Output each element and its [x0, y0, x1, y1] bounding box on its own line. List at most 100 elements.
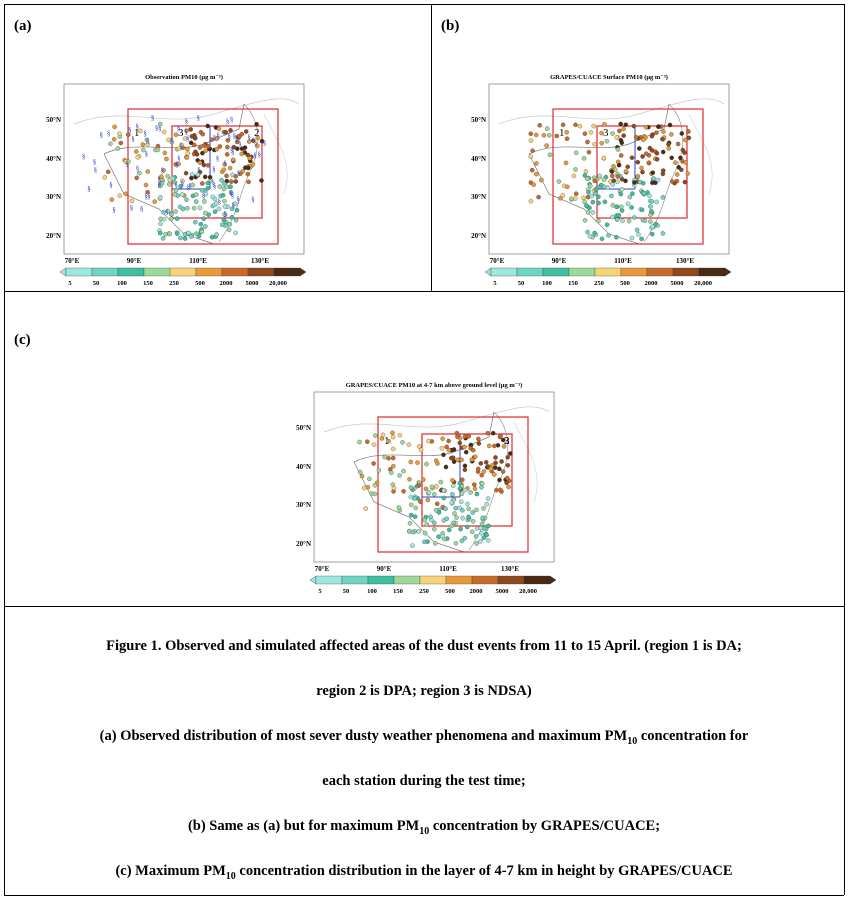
station-dot: [596, 218, 601, 224]
station-dot: [191, 205, 197, 211]
station-dot: [460, 508, 465, 513]
station-dot: [105, 169, 111, 175]
station-dot: [203, 148, 208, 153]
panel-a-map: Observation PM10 (μg m⁻³) 50°N 40°N 30°N 20°…: [34, 68, 334, 292]
station-dot: [205, 123, 210, 129]
station-dot: [617, 128, 622, 134]
colorbar-segment: [568, 267, 596, 277]
station-dot: [587, 205, 592, 211]
station-dot: [450, 478, 455, 483]
station-dot: [596, 194, 601, 200]
colorbar-label: 250: [169, 280, 179, 287]
panel-a-label: (a): [14, 18, 32, 34]
station-dot: [469, 457, 475, 462]
station-dot: [530, 148, 535, 153]
colorbar-segment: [247, 267, 275, 277]
station-dot: [470, 519, 476, 524]
station-dot: [362, 485, 367, 491]
station-dot: [586, 189, 591, 195]
station-dot: [413, 505, 419, 511]
station-dot: [225, 144, 230, 150]
station-dot: [373, 433, 378, 438]
dust-weather-symbol: §: [258, 151, 262, 159]
station-dot: [685, 171, 690, 176]
station-dot: [614, 135, 619, 140]
colorbar-segment: [523, 575, 551, 585]
dust-weather-symbol: §: [93, 158, 97, 166]
station-dot: [117, 131, 122, 136]
station-dot: [654, 130, 659, 135]
station-dot: [651, 176, 656, 181]
station-dot: [625, 201, 631, 207]
station-dot: [102, 175, 108, 180]
dust-weather-symbol: §: [112, 206, 116, 214]
station-dot: [640, 180, 646, 186]
station-dot: [593, 187, 599, 192]
station-dot: [649, 133, 655, 139]
station-dot: [225, 138, 231, 143]
colorbar-segment: [497, 575, 525, 585]
station-dot: [432, 526, 437, 532]
colorbar-segment: [221, 267, 249, 277]
region-1-box: [127, 108, 279, 245]
station-dot: [161, 168, 166, 173]
station-dot: [610, 182, 615, 187]
lat-tick-label: 50°N: [296, 424, 311, 432]
colorbar-segment: [471, 575, 499, 585]
station-dot: [460, 515, 465, 521]
station-dot: [426, 438, 431, 444]
station-dot: [564, 136, 570, 141]
station-dot: [179, 192, 185, 197]
colorbar-segment: [594, 267, 622, 277]
station-dot: [620, 218, 625, 223]
dust-weather-symbol: §: [229, 189, 233, 197]
station-dot: [604, 138, 610, 144]
station-dot: [408, 512, 414, 518]
station-dot: [434, 501, 440, 507]
station-dot: [424, 522, 430, 527]
station-dot: [450, 492, 455, 497]
lon-tick-label: 130°E: [501, 565, 519, 573]
station-dot: [425, 497, 431, 503]
station-dot: [416, 483, 422, 488]
dust-weather-symbol: §: [128, 126, 132, 134]
dust-weather-symbol: §: [177, 154, 181, 162]
panel-c-map: GRAPES/CUACE PM10 at 4-7 km above ground…: [284, 376, 584, 600]
dust-weather-symbol: §: [232, 202, 236, 210]
station-dot: [229, 206, 235, 212]
colorbar-label: 100: [542, 280, 552, 287]
station-dot: [259, 138, 265, 144]
station-dot: [534, 161, 539, 166]
station-dot: [499, 459, 504, 464]
station-dot: [185, 146, 190, 152]
colorbar-segment: [419, 575, 447, 585]
dust-weather-symbol: §: [94, 166, 98, 174]
station-dot: [601, 177, 607, 182]
station-dot: [497, 466, 502, 472]
station-dot: [202, 199, 207, 204]
station-dot: [643, 125, 649, 130]
station-dot: [558, 196, 563, 201]
dust-weather-symbol: §: [151, 114, 155, 122]
station-dot: [590, 199, 596, 205]
station-dot: [500, 469, 506, 474]
station-dot: [616, 213, 622, 218]
colorbar-arrow-left: [484, 267, 492, 277]
dust-weather-symbol: §: [188, 182, 192, 190]
station-dot: [109, 197, 115, 202]
figure-table: (a) (b) (c) Observation PM10 (μg m⁻³) 50°…: [4, 4, 845, 896]
station-dot: [371, 461, 376, 466]
region-number: 3: [603, 127, 609, 139]
station-dot: [201, 216, 206, 221]
station-dot: [155, 147, 161, 153]
station-dot: [639, 207, 645, 213]
station-dot: [227, 221, 233, 227]
station-dot: [214, 146, 220, 152]
station-dot: [439, 446, 445, 451]
station-dot: [408, 485, 414, 490]
station-dot: [138, 128, 143, 134]
station-dot: [650, 224, 655, 229]
station-dot: [434, 484, 439, 489]
station-dot: [599, 236, 605, 242]
dust-weather-symbol: §: [186, 135, 190, 143]
